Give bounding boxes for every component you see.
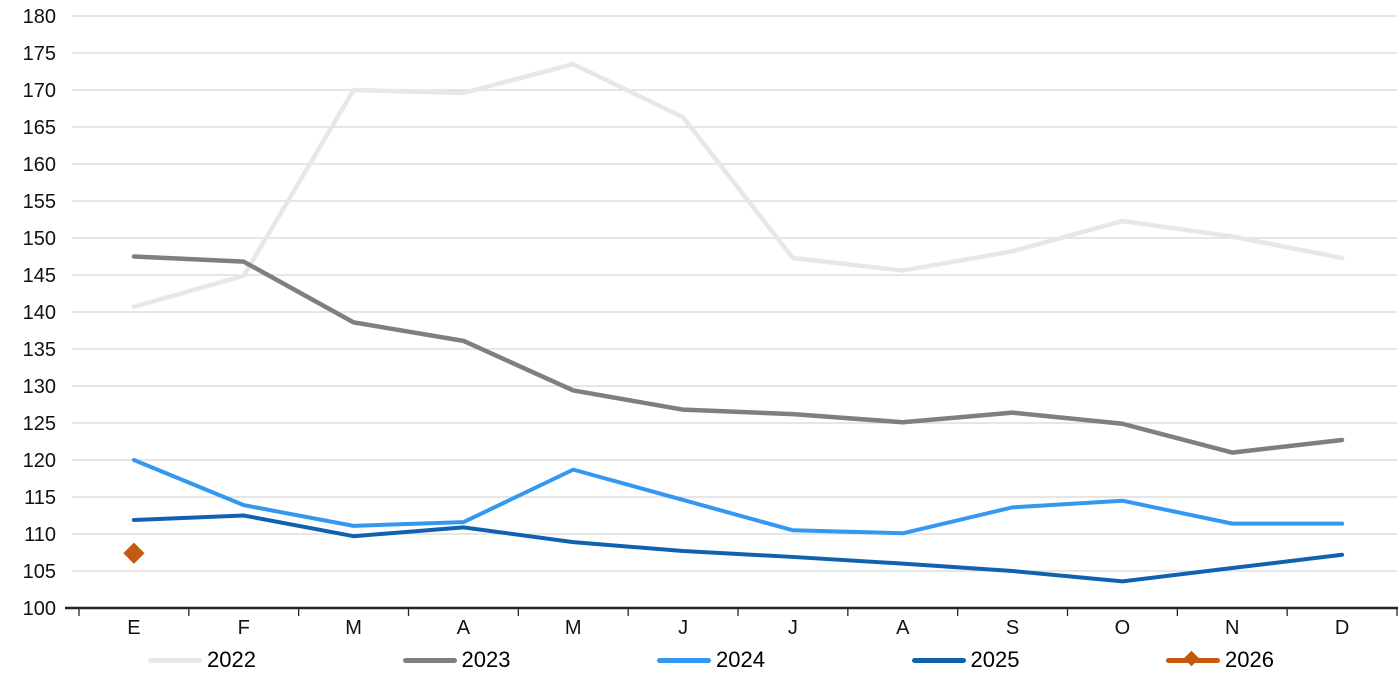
x-tick-label: O bbox=[1115, 617, 1131, 639]
y-tick-label: 125 bbox=[23, 413, 56, 435]
series-2023[interactable] bbox=[131, 254, 1345, 455]
legend-item-2022[interactable]: 2022 bbox=[148, 649, 256, 671]
y-tick-label: 175 bbox=[23, 43, 56, 65]
y-tick-label: 115 bbox=[24, 487, 56, 509]
series-2025[interactable] bbox=[131, 513, 1345, 584]
x-tick-label: J bbox=[788, 617, 798, 639]
series-line-2024[interactable] bbox=[131, 458, 1345, 536]
y-tick-label: 130 bbox=[23, 376, 56, 398]
series-2024[interactable] bbox=[131, 458, 1345, 536]
legend-label: 2023 bbox=[461, 647, 511, 672]
x-tick-label: S bbox=[1006, 617, 1019, 639]
legend-swatch-2026-icon bbox=[1166, 650, 1220, 666]
series-line-2023[interactable] bbox=[131, 254, 1345, 455]
y-tick-label: 165 bbox=[23, 117, 56, 139]
legend-swatch-2024-icon bbox=[657, 657, 711, 663]
legend-swatch-2025-icon bbox=[911, 657, 966, 663]
y-tick-label: 140 bbox=[23, 302, 56, 324]
y-tick-label: 120 bbox=[23, 450, 56, 472]
series-line-2022[interactable] bbox=[131, 61, 1345, 310]
y-tick-label: 105 bbox=[23, 561, 56, 583]
x-tick-label: A bbox=[457, 617, 471, 639]
legend-swatch-2023-icon bbox=[402, 657, 457, 663]
y-tick-label: 155 bbox=[23, 191, 56, 213]
legend-item-2025[interactable]: 2025 bbox=[911, 647, 1020, 672]
x-tick-label: M bbox=[565, 617, 582, 639]
y-tick-label: 170 bbox=[23, 80, 56, 102]
y-tick-label: 145 bbox=[23, 265, 56, 287]
chart-legend: 2022 2023 2024 2025 2026 bbox=[148, 645, 1274, 675]
legend-label: 2025 bbox=[970, 647, 1020, 672]
x-tick-label: N bbox=[1225, 617, 1239, 639]
y-tick-label: 100 bbox=[23, 598, 56, 620]
x-tick-label: J bbox=[678, 617, 688, 639]
x-tick-label: A bbox=[896, 617, 910, 639]
legend-item-2023[interactable]: 2023 bbox=[402, 647, 511, 672]
legend-item-2024[interactable]: 2024 bbox=[657, 649, 765, 671]
y-tick-label: 135 bbox=[23, 339, 56, 361]
series-2022[interactable] bbox=[131, 61, 1345, 310]
data-point-marker-2026[interactable] bbox=[123, 542, 145, 564]
series-line-2025[interactable] bbox=[131, 513, 1345, 584]
x-tick-label: E bbox=[127, 617, 140, 639]
legend-label: 2026 bbox=[1225, 647, 1274, 672]
legend-label: 2022 bbox=[207, 647, 256, 672]
legend-swatch-2022-icon bbox=[148, 657, 202, 663]
gridlines bbox=[72, 15, 1397, 572]
legend-label: 2024 bbox=[716, 647, 765, 672]
y-tick-label: 110 bbox=[24, 524, 56, 546]
x-axis bbox=[65, 606, 1398, 616]
x-tick-label: D bbox=[1335, 617, 1349, 639]
series-2026[interactable] bbox=[123, 542, 145, 564]
x-tick-label: F bbox=[238, 617, 250, 639]
x-tick-label: M bbox=[345, 617, 362, 639]
y-tick-label: 150 bbox=[23, 228, 56, 250]
legend-diamond-icon bbox=[1183, 650, 1200, 666]
y-axis-labels: 100 105 110 115 120 125 130 135 140 145 150 155 160 1… bbox=[23, 6, 56, 620]
legend-item-2026[interactable]: 2026 bbox=[1166, 649, 1274, 671]
y-tick-label: 180 bbox=[23, 6, 56, 28]
y-tick-label: 160 bbox=[23, 154, 56, 176]
